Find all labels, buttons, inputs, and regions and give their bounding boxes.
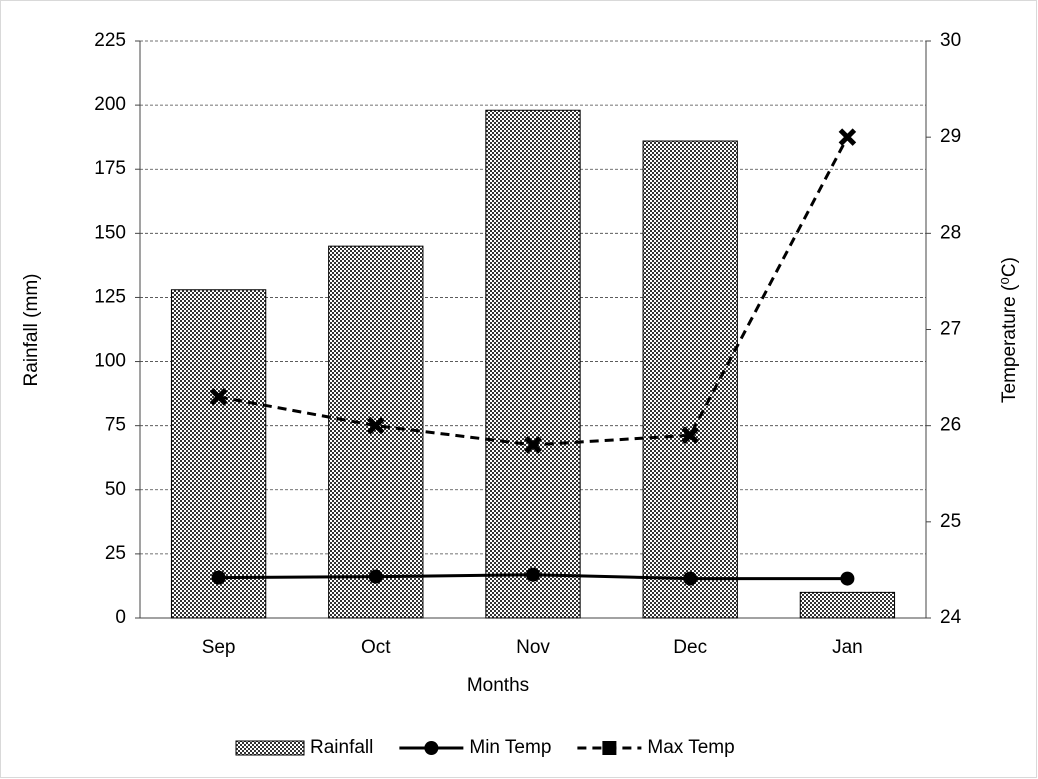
y2-tick-label: 30 bbox=[940, 30, 961, 51]
marker bbox=[524, 436, 542, 454]
y-axis-title: Rainfall (mm) bbox=[21, 274, 42, 387]
marker bbox=[367, 416, 385, 435]
x-tick-label: Nov bbox=[516, 637, 550, 658]
bar bbox=[799, 591, 896, 619]
x-axis-title: Months bbox=[467, 675, 529, 696]
x-tick-label: Jan bbox=[832, 637, 863, 658]
y-tick-label: 100 bbox=[94, 351, 126, 372]
marker bbox=[209, 388, 228, 406]
y-tick-label: 25 bbox=[105, 543, 126, 564]
marker bbox=[681, 426, 699, 445]
bar bbox=[642, 140, 738, 619]
y2-tick-label: 24 bbox=[940, 607, 962, 628]
y-tick-label: 225 bbox=[94, 30, 126, 51]
y-tick-label: 175 bbox=[94, 158, 126, 179]
y-tick-label: 50 bbox=[105, 479, 126, 500]
bar bbox=[328, 245, 424, 619]
bar bbox=[170, 289, 267, 619]
marker bbox=[368, 569, 383, 584]
y-tick-label: 125 bbox=[94, 286, 126, 307]
y2-tick-label: 28 bbox=[940, 222, 961, 243]
legend-swatch bbox=[235, 740, 305, 756]
x-tick-label: Sep bbox=[202, 637, 236, 658]
y-tick-label: 150 bbox=[94, 222, 126, 243]
y-tick-label: 200 bbox=[94, 94, 126, 115]
y-tick-label: 75 bbox=[105, 415, 126, 436]
x-tick-label: Dec bbox=[673, 637, 707, 658]
y2-tick-label: 29 bbox=[940, 126, 961, 147]
marker bbox=[683, 571, 698, 586]
y2-tick-label: 27 bbox=[940, 319, 961, 340]
legend-label: Max Temp bbox=[647, 737, 734, 758]
marker bbox=[840, 571, 855, 586]
legend-label: Min Temp bbox=[469, 737, 551, 758]
y2-tick-label: 26 bbox=[940, 415, 961, 436]
y-tick-label: 0 bbox=[115, 607, 126, 628]
y2-axis-title: Temperature (⁰C) bbox=[999, 257, 1020, 403]
marker bbox=[211, 570, 226, 585]
y2-tick-label: 25 bbox=[940, 511, 961, 532]
legend-label: Rainfall bbox=[310, 737, 373, 758]
marker bbox=[526, 567, 540, 582]
legend-marker bbox=[602, 741, 617, 755]
marker bbox=[838, 128, 857, 146]
bar bbox=[485, 109, 581, 619]
legend-marker bbox=[424, 741, 439, 755]
x-tick-label: Oct bbox=[361, 637, 391, 658]
